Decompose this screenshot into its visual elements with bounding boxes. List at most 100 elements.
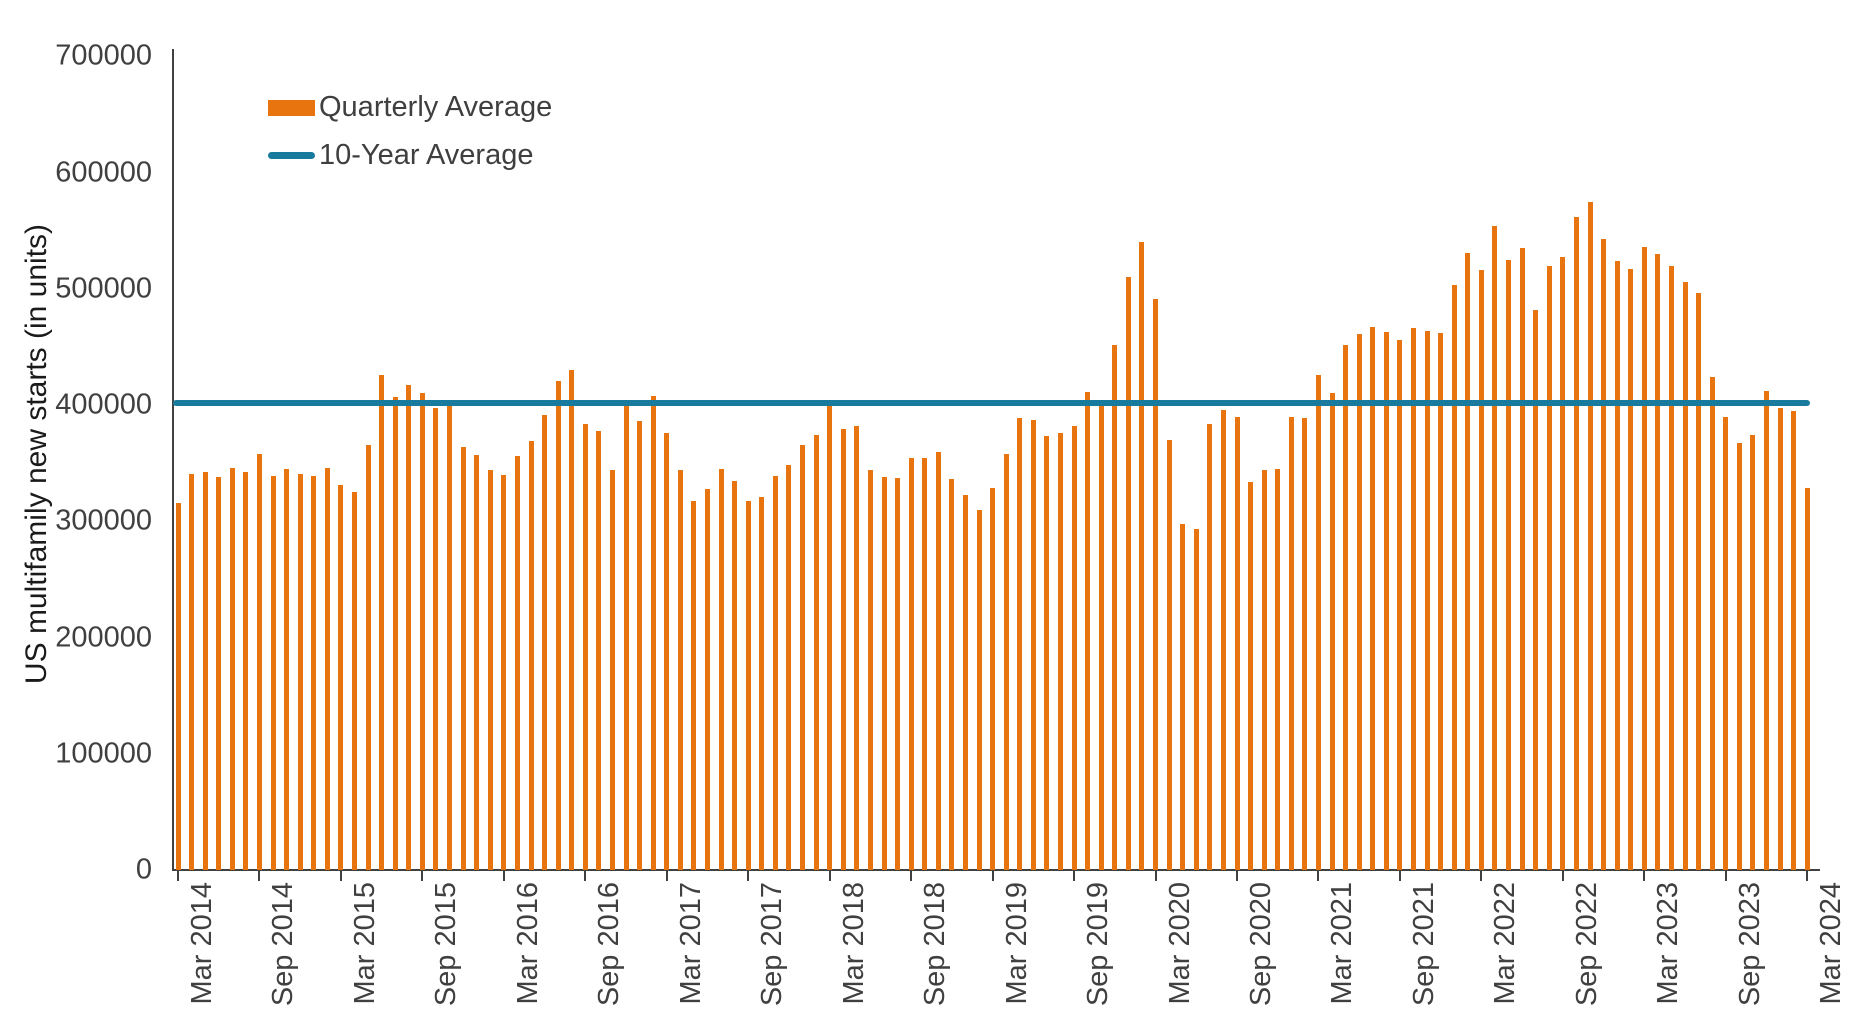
bar-jan-2017 — [637, 421, 643, 870]
x-tick-label: Sep 2021 — [1407, 882, 1440, 1007]
bar-may-2021 — [1343, 344, 1349, 870]
bar-sep-2022 — [1560, 257, 1566, 870]
bar-oct-2023 — [1736, 443, 1742, 870]
bar-dec-2021 — [1438, 332, 1444, 870]
bar-dec-2022 — [1601, 238, 1607, 870]
bar-dec-2014 — [297, 473, 303, 870]
x-tick — [1480, 871, 1483, 881]
bar-aug-2014 — [243, 472, 249, 870]
x-tick-label: Mar 2023 — [1652, 882, 1685, 1005]
x-tick — [1806, 871, 1809, 881]
y-tick-label: 700000 — [55, 39, 152, 72]
bar-mar-2016 — [501, 474, 507, 870]
bar-jul-2015 — [392, 396, 398, 870]
bar-dec-2017 — [786, 465, 792, 870]
x-tick-label: Mar 2021 — [1326, 882, 1359, 1005]
bar-nov-2014 — [284, 468, 290, 870]
x-tick-label: Sep 2023 — [1733, 882, 1766, 1007]
bar-aug-2023 — [1709, 377, 1715, 870]
bar-aug-2017 — [732, 480, 738, 870]
legend-swatch-10-year-average — [268, 152, 315, 159]
bar-feb-2024 — [1791, 410, 1797, 870]
bar-oct-2015 — [433, 408, 439, 870]
bar-nov-2015 — [447, 406, 453, 870]
bar-aug-2020 — [1220, 409, 1226, 870]
legend-label-10-year-average: 10-Year Average — [319, 139, 534, 171]
bar-oct-2014 — [270, 475, 276, 870]
bar-aug-2015 — [406, 385, 412, 870]
bar-oct-2021 — [1411, 328, 1416, 870]
bar-jan-2015 — [311, 475, 317, 870]
bar-mar-2021 — [1315, 374, 1321, 870]
bar-oct-2016 — [596, 430, 602, 870]
bar-apr-2018 — [840, 429, 846, 870]
x-tick-label: Mar 2014 — [186, 882, 218, 1005]
bar-sep-2017 — [745, 501, 751, 870]
x-tick-label: Sep 2016 — [593, 882, 626, 1007]
bar-sep-2019 — [1071, 425, 1077, 870]
bar-mar-2019 — [990, 487, 996, 870]
x-tick-label: Mar 2017 — [674, 882, 707, 1005]
bar-may-2017 — [691, 501, 697, 870]
bar-apr-2020 — [1166, 439, 1172, 870]
x-tick-label: Mar 2022 — [1489, 882, 1522, 1005]
x-tick — [1643, 871, 1646, 881]
legend-swatch-quarterly-average — [268, 99, 315, 116]
bar-jul-2014 — [229, 467, 235, 870]
x-tick-label: Mar 2024 — [1815, 882, 1848, 1005]
bar-oct-2018 — [922, 458, 928, 870]
bar-mar-2020 — [1153, 299, 1159, 870]
x-tick-label: Sep 2015 — [430, 882, 463, 1007]
bar-jul-2022 — [1533, 309, 1539, 870]
bar-may-2022 — [1506, 259, 1512, 870]
x-tick — [421, 871, 424, 881]
bar-apr-2016 — [514, 456, 520, 870]
bar-apr-2019 — [1003, 453, 1009, 870]
bar-jan-2021 — [1288, 416, 1294, 870]
bar-dec-2019 — [1112, 344, 1118, 870]
bar-jun-2021 — [1356, 334, 1362, 870]
bar-oct-2019 — [1085, 392, 1091, 870]
bar-sep-2014 — [256, 453, 262, 870]
bar-may-2016 — [528, 441, 534, 870]
x-tick — [747, 871, 750, 881]
bar-jul-2019 — [1044, 436, 1050, 870]
x-tick — [991, 871, 994, 881]
bar-jun-2023 — [1682, 281, 1688, 870]
bar-feb-2018 — [813, 435, 819, 870]
bar-jun-2014 — [216, 477, 222, 870]
x-tick-label: Mar 2018 — [837, 882, 870, 1005]
bar-mar-2014 — [175, 502, 181, 870]
bar-may-2019 — [1017, 417, 1023, 870]
bar-aug-2016 — [569, 370, 575, 870]
bar-mar-2018 — [827, 405, 833, 870]
bar-mar-2022 — [1478, 270, 1484, 870]
x-tick-label: Sep 2018 — [919, 882, 952, 1007]
x-tick — [1073, 871, 1076, 881]
bar-may-2018 — [854, 425, 860, 870]
bar-sep-2016 — [582, 423, 588, 870]
bar-nov-2019 — [1098, 405, 1104, 870]
bar-jun-2020 — [1193, 529, 1199, 870]
bar-jan-2024 — [1777, 408, 1783, 870]
bar-feb-2017 — [650, 395, 656, 870]
bar-may-2015 — [365, 444, 371, 870]
bar-aug-2019 — [1058, 432, 1063, 870]
bar-apr-2023 — [1655, 253, 1661, 870]
bar-feb-2015 — [324, 467, 330, 870]
y-tick-label: 400000 — [55, 388, 152, 421]
bar-nov-2020 — [1261, 470, 1267, 870]
y-tick-label: 500000 — [55, 272, 152, 305]
bar-nov-2022 — [1587, 201, 1593, 870]
bar-oct-2020 — [1248, 481, 1254, 870]
bar-nov-2017 — [772, 475, 778, 870]
bar-dec-2020 — [1275, 468, 1281, 870]
x-tick-label: Mar 2019 — [1000, 882, 1033, 1005]
bar-aug-2018 — [895, 478, 901, 870]
bar-jul-2017 — [718, 468, 724, 870]
legend-item-10-year-average: 10-Year Average — [268, 139, 533, 172]
bar-sep-2021 — [1397, 339, 1403, 870]
bar-feb-2022 — [1465, 252, 1471, 870]
bar-feb-2019 — [976, 509, 982, 870]
